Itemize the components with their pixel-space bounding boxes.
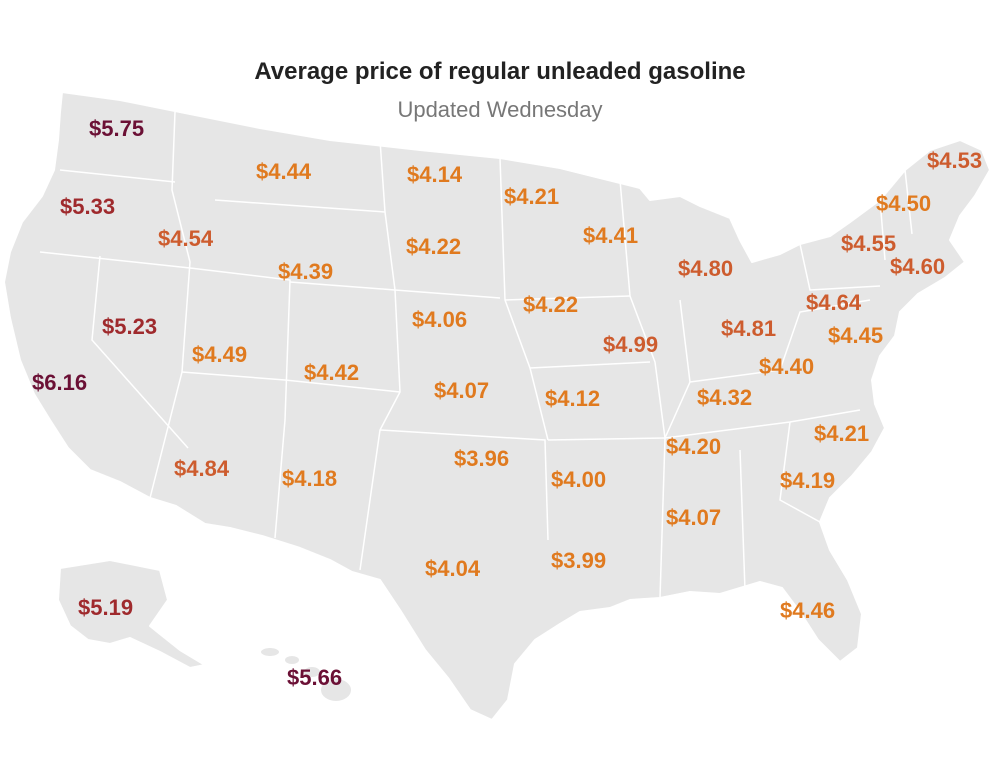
price-label-az: $4.84 (174, 456, 230, 481)
price-label-co: $4.42 (304, 360, 360, 385)
price-label-wi: $4.41 (583, 223, 639, 248)
price-label-la: $3.99 (551, 548, 607, 573)
price-label-oh: $4.64 (806, 290, 862, 315)
price-label-ca: $6.16 (32, 370, 88, 395)
price-label-ny: $4.55 (841, 231, 897, 256)
price-label-ne: $4.06 (412, 307, 468, 332)
hawaii-island-4 (319, 677, 353, 703)
price-label-sd: $4.22 (406, 234, 462, 259)
price-label-mo: $4.12 (545, 386, 601, 411)
contiguous-us-shape (3, 91, 991, 721)
price-label-nv: $5.23 (102, 314, 158, 339)
price-label-ia: $4.22 (523, 292, 579, 317)
price-label-nd: $4.14 (407, 162, 463, 187)
price-label-ak: $5.19 (78, 595, 134, 620)
hawaii-island-2 (283, 654, 301, 666)
hawaii-island-1 (259, 646, 281, 658)
price-label-il: $4.99 (603, 332, 659, 357)
price-label-hi: $5.66 (287, 665, 343, 690)
price-label-or: $5.33 (60, 194, 116, 219)
price-label-ar: $4.00 (551, 467, 607, 492)
state-borders (39, 111, 913, 599)
price-label-fl: $4.46 (780, 598, 836, 623)
price-label-nj: $4.60 (890, 254, 946, 279)
map-subtitle: Updated Wednesday (397, 97, 603, 122)
price-label-tn: $4.20 (666, 434, 722, 459)
price-label-ok: $3.96 (454, 446, 510, 471)
price-label-al: $4.07 (666, 505, 722, 530)
hawaii-island-3 (302, 665, 322, 679)
price-label-in: $4.81 (721, 316, 777, 341)
price-label-va: $4.45 (828, 323, 884, 348)
price-label-mi: $4.80 (678, 256, 734, 281)
price-label-wv: $4.40 (759, 354, 815, 379)
price-label-mn: $4.21 (504, 184, 560, 209)
price-label-mt: $4.44 (256, 159, 312, 184)
price-label-nm: $4.18 (282, 466, 338, 491)
price-label-me: $4.53 (927, 148, 983, 173)
price-label-wa: $5.75 (89, 116, 145, 141)
price-label-ks: $4.07 (434, 378, 490, 403)
map-title: Average price of regular unleaded gasoli… (254, 58, 746, 85)
price-label-sc: $4.19 (780, 468, 836, 493)
price-label-wy: $4.39 (278, 259, 334, 284)
price-label-ky: $4.32 (697, 385, 753, 410)
price-label-id: $4.54 (158, 226, 214, 251)
price-label-nc: $4.21 (814, 421, 870, 446)
price-label-tx: $4.04 (425, 556, 481, 581)
price-label-vt: $4.50 (876, 191, 932, 216)
alaska-shape (57, 559, 206, 669)
price-label-ut: $4.49 (192, 342, 248, 367)
